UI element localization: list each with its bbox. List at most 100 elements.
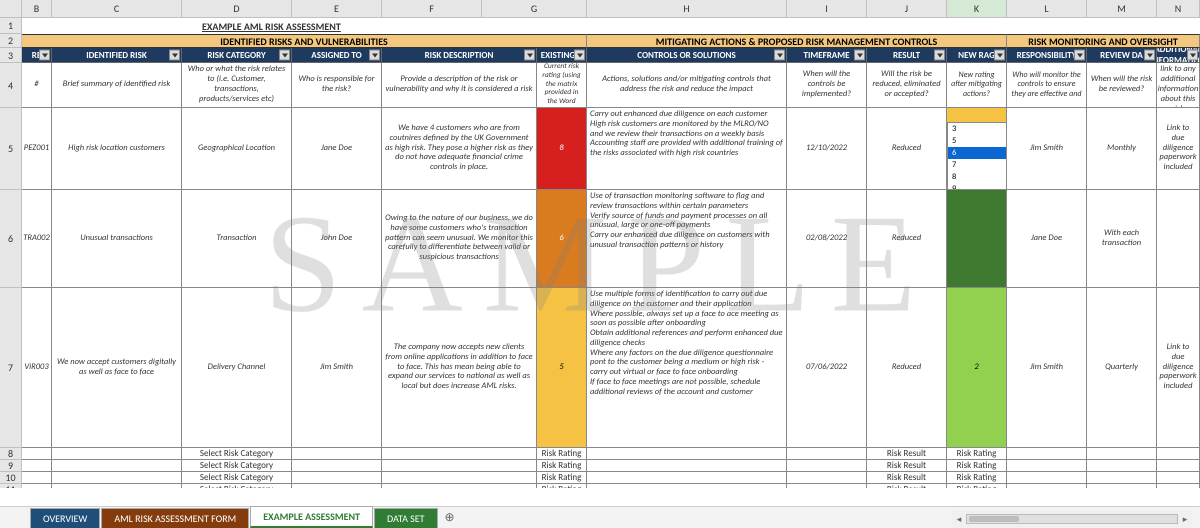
placeholder-newrag[interactable]: Risk Rating bbox=[947, 460, 1007, 472]
placeholder-newrag[interactable]: Risk Rating bbox=[947, 472, 1007, 484]
cell-rating[interactable]: 6 bbox=[537, 190, 587, 288]
empty-cell[interactable] bbox=[52, 460, 182, 472]
filter-icon[interactable] bbox=[524, 50, 535, 61]
cell-category[interactable]: Transaction bbox=[182, 190, 292, 288]
placeholder-category[interactable]: Select Risk Category bbox=[182, 484, 292, 488]
guide-cell[interactable]: Who or what the risk relates to (i.e. Cu… bbox=[182, 63, 292, 108]
header-review[interactable]: REVIEW DA bbox=[1087, 48, 1157, 63]
cell-description[interactable]: The company now accepts new clients from… bbox=[382, 288, 537, 448]
empty-cell[interactable] bbox=[787, 448, 867, 460]
empty-cell[interactable] bbox=[52, 484, 182, 488]
empty-cell[interactable] bbox=[52, 472, 182, 484]
header-result[interactable]: RESULT bbox=[867, 48, 947, 63]
guide-cell[interactable]: Current risk rating (using the matrix pr… bbox=[537, 63, 587, 108]
empty-cell[interactable] bbox=[1157, 484, 1200, 488]
col-heading[interactable]: M bbox=[1087, 0, 1157, 17]
empty-cell[interactable] bbox=[382, 448, 537, 460]
cell-rating[interactable]: 8 bbox=[537, 108, 587, 190]
scroll-left-icon[interactable]: ◂ bbox=[952, 514, 966, 525]
guide-cell[interactable]: Actions, solutions and/or mitigating con… bbox=[587, 63, 787, 108]
col-heading[interactable]: K bbox=[947, 0, 1007, 17]
cell-additional[interactable]: Link to due diligence paperwork included bbox=[1157, 108, 1200, 190]
header-additional[interactable]: ADDITIONAL INFORMATION bbox=[1157, 48, 1200, 63]
select-all-corner[interactable] bbox=[0, 0, 22, 17]
filter-icon[interactable] bbox=[934, 50, 945, 61]
cell-responsibility[interactable]: Jim Smith bbox=[1007, 108, 1087, 190]
header-category[interactable]: RISK CATEGORY bbox=[182, 48, 292, 63]
empty-cell[interactable] bbox=[292, 460, 382, 472]
guide-cell[interactable]: Brief summary of identified risk bbox=[52, 63, 182, 108]
header-existing-rating[interactable]: EXISTING R bbox=[537, 48, 587, 63]
cell-identified[interactable]: Unusual transactions bbox=[52, 190, 182, 288]
cell-newrag-selected[interactable]: 5 3 5 6 7 8 9 10 bbox=[947, 108, 1007, 190]
cell-category[interactable]: Delivery Channel bbox=[182, 288, 292, 448]
dropdown-option[interactable]: 7 bbox=[948, 159, 1007, 171]
empty-cell[interactable] bbox=[382, 472, 537, 484]
cell-description[interactable]: We have 4 customers who are from coutnir… bbox=[382, 108, 537, 190]
header-responsibility[interactable]: RESPONSIBILITY bbox=[1007, 48, 1087, 63]
horizontal-scrollbar[interactable]: ◂ ▸ bbox=[952, 510, 1192, 528]
cell-assigned[interactable]: John Doe bbox=[292, 190, 382, 288]
filter-icon[interactable] bbox=[994, 50, 1005, 61]
header-identified[interactable]: IDENTIFIED RISK bbox=[52, 48, 182, 63]
dropdown-option[interactable]: 9 bbox=[948, 183, 1007, 190]
row-heading[interactable]: 3 bbox=[0, 48, 22, 63]
header-timeframe[interactable]: TIMEFRAME bbox=[787, 48, 867, 63]
empty-cell[interactable] bbox=[1157, 448, 1200, 460]
dropdown-option[interactable]: 5 bbox=[948, 135, 1007, 147]
filter-icon[interactable] bbox=[169, 50, 180, 61]
filter-icon[interactable] bbox=[279, 50, 290, 61]
dropdown-option-selected[interactable]: 6 bbox=[948, 147, 1007, 159]
empty-cell[interactable] bbox=[1087, 472, 1157, 484]
filter-icon[interactable] bbox=[854, 50, 865, 61]
cell-assigned[interactable]: Jim Smith bbox=[292, 288, 382, 448]
guide-cell[interactable]: New rating after mitigating actions? bbox=[947, 63, 1007, 108]
cell-additional[interactable]: Link to due diligence paperwork included bbox=[1157, 288, 1200, 448]
empty-cell[interactable] bbox=[587, 460, 787, 472]
col-heading[interactable]: B bbox=[22, 0, 52, 17]
row-heading[interactable]: 4 bbox=[0, 63, 22, 108]
empty-cell[interactable] bbox=[587, 472, 787, 484]
col-heading[interactable]: H bbox=[587, 0, 787, 17]
empty-cell[interactable] bbox=[1007, 484, 1087, 488]
row-heading[interactable]: 11 bbox=[0, 484, 22, 488]
empty-cell[interactable] bbox=[587, 448, 787, 460]
empty-cell[interactable] bbox=[1087, 484, 1157, 488]
placeholder-newrag[interactable]: Risk Rating bbox=[947, 448, 1007, 460]
empty-cell[interactable] bbox=[22, 460, 52, 472]
guide-cell[interactable]: Who is responsible for the risk? bbox=[292, 63, 382, 108]
empty-cell[interactable] bbox=[787, 484, 867, 488]
guide-cell[interactable]: Attach or link to any additional informa… bbox=[1157, 63, 1200, 108]
cell-result[interactable]: Reduced bbox=[867, 108, 947, 190]
cell-responsibility[interactable]: Jim Smith bbox=[1007, 288, 1087, 448]
empty-cell[interactable] bbox=[1087, 448, 1157, 460]
guide-cell[interactable]: When will the controls be implemented? bbox=[787, 63, 867, 108]
empty-cell[interactable] bbox=[787, 460, 867, 472]
guide-cell[interactable]: Who will monitor the controls to ensure … bbox=[1007, 63, 1087, 108]
cell-description[interactable]: Owing to the nature of our business, we … bbox=[382, 190, 537, 288]
empty-cell[interactable] bbox=[1007, 472, 1087, 484]
header-description[interactable]: RISK DESCRIPTION bbox=[382, 48, 537, 63]
col-heading[interactable]: E bbox=[292, 0, 382, 17]
empty-cell[interactable] bbox=[292, 484, 382, 488]
scroll-track[interactable] bbox=[966, 514, 1178, 524]
placeholder-newrag[interactable]: Risk Rating bbox=[947, 484, 1007, 488]
empty-cell[interactable] bbox=[22, 484, 52, 488]
cell-result[interactable]: Reduced bbox=[867, 190, 947, 288]
cell-category[interactable]: Geographical Location bbox=[182, 108, 292, 190]
cell-ref[interactable]: TRA002 bbox=[22, 190, 52, 288]
placeholder-rating[interactable]: Risk Rating bbox=[537, 460, 587, 472]
placeholder-rating[interactable]: Risk Rating bbox=[537, 448, 587, 460]
filter-icon[interactable] bbox=[1144, 50, 1155, 61]
sheet-tab-dataset[interactable]: DATA SET bbox=[374, 508, 438, 528]
placeholder-result[interactable]: Risk Result bbox=[867, 448, 947, 460]
cell-ref[interactable]: PEZ001 bbox=[22, 108, 52, 190]
empty-cell[interactable] bbox=[22, 472, 52, 484]
col-heading[interactable]: C bbox=[52, 0, 182, 17]
row-heading[interactable]: 2 bbox=[0, 34, 22, 48]
cell-controls[interactable]: Use multiple forms of identification to … bbox=[587, 288, 787, 448]
guide-cell[interactable]: # bbox=[22, 63, 52, 108]
cell-assigned[interactable]: Jane Doe bbox=[292, 108, 382, 190]
empty-cell[interactable] bbox=[292, 472, 382, 484]
header-newrag[interactable]: NEW RAG bbox=[947, 48, 1007, 63]
